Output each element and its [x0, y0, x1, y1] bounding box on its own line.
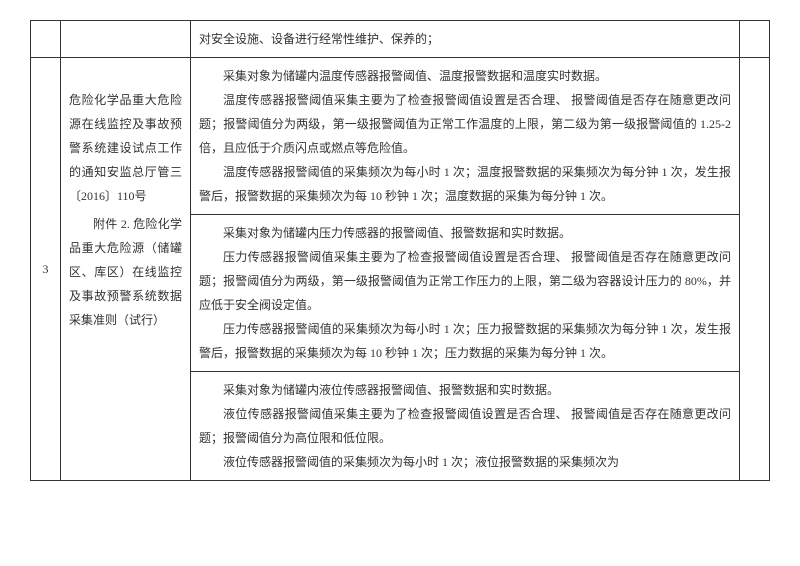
content2-p3: 压力传感器报警阈值的采集频次为每小时 1 次；压力报警数据的采集频次为每分钟 1…: [199, 317, 731, 365]
content2-p1: 采集对象为储罐内压力传感器的报警阈值、报警数据和实时数据。: [199, 221, 731, 245]
cell-num-3: 3: [31, 58, 61, 481]
content1-p2: 温度传感器报警阈值采集主要为了检查报警阈值设置是否合理、 报警阈值是否存在随意更…: [199, 88, 731, 160]
content1-p3: 温度传感器报警阈值的采集频次为每小时 1 次；温度报警数据的采集频次为每分钟 1…: [199, 160, 731, 208]
cell-title-1: 危险化学品重大危险源在线监控及事故预警系统建设试点工作的通知安监总厅管三〔201…: [61, 58, 191, 481]
table-row-1: 3 危险化学品重大危险源在线监控及事故预警系统建设试点工作的通知安监总厅管三〔2…: [31, 58, 770, 215]
cell-end-empty: [740, 21, 770, 58]
content3-p2: 液位传感器报警阈值采集主要为了检查报警阈值设置是否合理、 报警阈值是否存在随意更…: [199, 402, 731, 450]
title-paragraph-2: 附件 2. 危险化学品重大危险源（储罐区、库区）在线监控及事故预警系统数据采集准…: [69, 212, 182, 332]
content3-p1: 采集对象为储罐内液位传感器报警阈值、报警数据和实时数据。: [199, 378, 731, 402]
content3-p3: 液位传感器报警阈值的采集频次为每小时 1 次；液位报警数据的采集频次为: [199, 450, 731, 474]
document-table: 对安全设施、设备进行经常性维护、保养的； 3 危险化学品重大危险源在线监控及事故…: [30, 20, 770, 481]
cell-title-empty: [61, 21, 191, 58]
title-paragraph-1: 危险化学品重大危险源在线监控及事故预警系统建设试点工作的通知安监总厅管三〔201…: [69, 88, 182, 208]
content2-p2: 压力传感器报警阈值采集主要为了检查报警阈值设置是否合理、 报警阈值是否存在随意更…: [199, 245, 731, 317]
cell-content-0: 对安全设施、设备进行经常性维护、保养的；: [191, 21, 740, 58]
content-text: 对安全设施、设备进行经常性维护、保养的；: [199, 32, 439, 46]
table-row-header: 对安全设施、设备进行经常性维护、保养的；: [31, 21, 770, 58]
content1-p1: 采集对象为储罐内温度传感器报警阈值、温度报警数据和温度实时数据。: [199, 64, 731, 88]
cell-content-3: 采集对象为储罐内液位传感器报警阈值、报警数据和实时数据。 液位传感器报警阈值采集…: [191, 372, 740, 481]
cell-content-1: 采集对象为储罐内温度传感器报警阈值、温度报警数据和温度实时数据。 温度传感器报警…: [191, 58, 740, 215]
cell-content-2: 采集对象为储罐内压力传感器的报警阈值、报警数据和实时数据。 压力传感器报警阈值采…: [191, 215, 740, 372]
cell-num-empty: [31, 21, 61, 58]
cell-end-1: [740, 58, 770, 481]
